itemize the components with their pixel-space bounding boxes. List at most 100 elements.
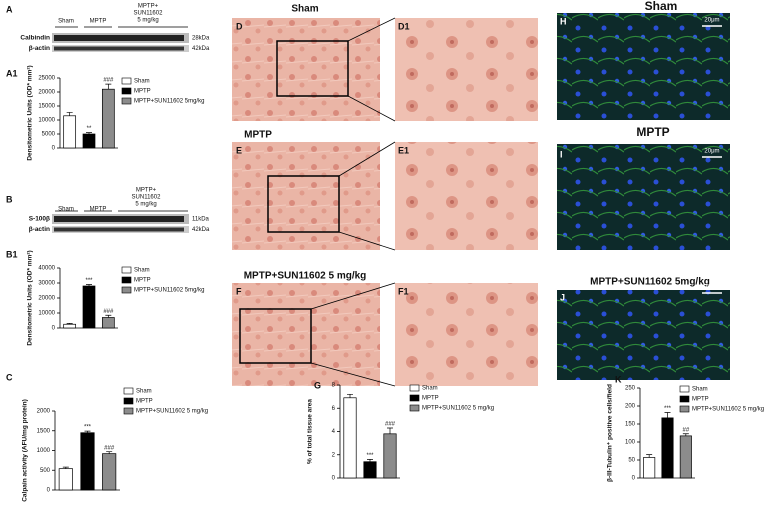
significance-label: ###	[385, 422, 396, 428]
panel-label: B	[6, 194, 13, 204]
significance-label: ###	[104, 445, 115, 451]
y-tick-label: 10000	[38, 311, 55, 317]
blot-band	[54, 35, 184, 41]
legend-label: Sham	[692, 387, 708, 393]
y-tick-label: 0	[52, 326, 56, 332]
panel-label: F	[236, 286, 242, 296]
significance-label: ***	[664, 406, 672, 412]
error-bar	[66, 323, 73, 325]
micrograph-title: MPTP+SUN11602 5mg/kg	[590, 277, 710, 288]
y-tick-label: 1500	[37, 428, 51, 434]
bar	[102, 453, 117, 491]
y-tick-label: 20000	[38, 296, 55, 302]
blot-header: 5 mg/kg	[135, 202, 156, 208]
bar	[363, 461, 377, 479]
legend-swatch	[121, 97, 132, 105]
blot-b: Sham MPTP MPTP+ SUN11602 5 mg/kg S-100β …	[29, 188, 210, 234]
error-bar	[86, 284, 92, 286]
micrograph-title: Sham	[645, 0, 678, 13]
micrograph	[557, 290, 730, 380]
legend-label: MPTP	[422, 396, 439, 402]
panel-label: D	[236, 21, 243, 31]
micrograph-title: MPTP+SUN11602 5 mg/kg	[244, 271, 367, 282]
significance-label: ***	[85, 278, 93, 284]
legend-swatch	[121, 286, 132, 294]
y-tick-label: 0	[47, 488, 51, 494]
y-tick-label: 10000	[38, 118, 55, 124]
panel-label: I	[560, 149, 563, 159]
legend-swatch	[679, 395, 690, 403]
panel-label: B1	[6, 249, 18, 259]
y-tick-label: 0	[332, 476, 336, 482]
y-tick-label: 0	[632, 476, 636, 482]
y-tick-label: 30000	[38, 281, 55, 287]
legend-swatch	[123, 387, 134, 395]
legend-label: Sham	[422, 386, 438, 392]
legend-label: MPTP+SUN11602 5 mg/kg	[422, 406, 494, 412]
y-axis-label: β-III-Tubulin⁺ positive cells/field	[607, 384, 614, 482]
blot-row-label: Calbindin	[20, 35, 50, 42]
bar	[383, 433, 397, 479]
micrograph	[232, 18, 380, 121]
blot-row-label: S-100β	[29, 216, 50, 223]
error-bar	[105, 83, 112, 90]
y-tick-label: 5000	[42, 132, 56, 138]
blot-header: MPTP+	[138, 4, 159, 10]
blot-row-label: β-actin	[29, 226, 50, 233]
legend-swatch	[123, 397, 134, 405]
panel-label: E	[236, 145, 242, 155]
y-tick-label: 2	[332, 452, 336, 458]
legend-label: MPTP	[692, 397, 709, 403]
blot-row-label: β-actin	[29, 45, 50, 52]
y-tick-label: 50	[628, 458, 635, 464]
error-bar	[664, 412, 671, 418]
blot-size: 42kDa	[192, 46, 210, 52]
blot-size: 11kDa	[192, 217, 210, 223]
y-tick-label: 40000	[38, 266, 55, 272]
blot-header: MPTP	[90, 19, 107, 25]
y-axis-label: Densitometric Units (OD* mm²)	[27, 65, 34, 160]
significance-label: **	[87, 126, 92, 132]
panel-label: E1	[398, 145, 409, 155]
blot-header: SUN11602	[132, 195, 162, 201]
legend-label: Sham	[134, 268, 150, 274]
legend-label: MPTP+SUN11602 5mg/kg	[134, 288, 204, 294]
panel-label: H	[560, 16, 567, 26]
scale-bar-label: 20μm	[704, 149, 719, 155]
y-tick-label: 500	[40, 468, 51, 474]
panel-label: K	[615, 374, 622, 384]
legend-label: MPTP	[136, 399, 153, 405]
y-tick-label: 2000	[37, 409, 51, 415]
significance-label: ###	[103, 309, 114, 315]
micrograph-title: Sham	[291, 4, 318, 15]
legend-swatch	[121, 87, 132, 95]
legend-swatch	[121, 266, 132, 274]
blot-band	[54, 216, 184, 222]
bar	[343, 397, 357, 479]
y-axis-label: % of total tissue area	[307, 399, 314, 464]
blot-header: 5 mg/kg	[137, 18, 158, 24]
y-tick-label: 100	[625, 440, 636, 446]
micrograph	[395, 142, 538, 250]
significance-label: ***	[84, 425, 92, 431]
y-tick-label: 15000	[38, 104, 55, 110]
legend-swatch	[123, 407, 134, 415]
legend-label: MPTP	[134, 89, 151, 95]
fluorescence-micrographs: Sham MPTP MPTP+SUN11602 5mg/kg 20μm 20μm…	[557, 0, 730, 380]
bar	[80, 432, 95, 491]
blot-header: Sham	[58, 19, 74, 25]
legend-label: Sham	[134, 79, 150, 85]
y-tick-label: 6	[332, 406, 336, 412]
micrograph	[395, 283, 538, 386]
legend-swatch	[409, 394, 420, 402]
y-tick-label: 0	[52, 146, 56, 152]
bar	[82, 285, 96, 329]
legend-label: MPTP	[134, 278, 151, 284]
panel-label: G	[314, 380, 321, 390]
micrograph-title: MPTP	[636, 125, 669, 139]
legend-swatch	[121, 77, 132, 85]
y-tick-label: 8	[332, 383, 336, 389]
micrograph	[557, 144, 730, 250]
blot-band	[54, 46, 184, 51]
